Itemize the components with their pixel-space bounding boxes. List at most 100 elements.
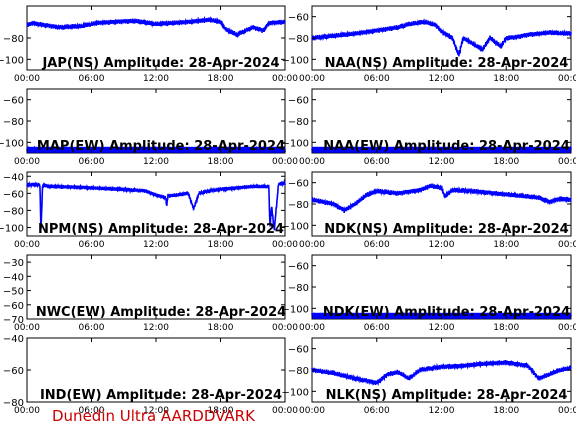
x-tick-label: 00:00: [558, 74, 576, 84]
x-tick-label: 00:00: [14, 157, 40, 167]
x-tick-label: 12:00: [143, 74, 169, 84]
x-tick-label: 06:00: [79, 240, 105, 250]
chart-title: NAA(NS) Amplitude: 28-Apr-2024: [325, 56, 569, 71]
x-tick-label: 00:00: [558, 406, 576, 416]
chart-title: NPM(NS) Amplitude: 28-Apr-2024: [38, 222, 284, 237]
chart-panel: −60 −80 −100 00:00 06:00 12:00 18:00 00:00 NDK(N…: [282, 171, 576, 250]
x-tick-label: 00:00: [299, 323, 325, 333]
x-tick-label: 00:00: [14, 74, 40, 84]
x-tick-label: 06:00: [79, 157, 105, 167]
x-tick-label: 00:00: [14, 406, 40, 416]
y-tick-label: −80: [3, 34, 24, 45]
x-tick-label: 12:00: [143, 240, 169, 250]
x-tick-label: 00:00: [299, 406, 325, 416]
series-line: [26, 15, 286, 39]
x-tick-label: 06:00: [364, 406, 390, 416]
chart-title: NLK(NS) Amplitude: 28-Apr-2024: [326, 388, 568, 403]
y-tick-label: −60: [3, 301, 24, 312]
x-tick-label: 00:00: [299, 74, 325, 84]
x-tick-label: 00:00: [272, 406, 298, 416]
x-tick-label: 00:00: [558, 157, 576, 167]
chart-title: NDK(NS) Amplitude: 28-Apr-2024: [324, 222, 568, 237]
x-tick-label: 00:00: [14, 240, 40, 250]
x-tick-label: 18:00: [493, 240, 519, 250]
x-tick-label: 12:00: [143, 406, 169, 416]
x-tick-label: 18:00: [208, 240, 234, 250]
y-tick-label: −80: [288, 366, 309, 377]
x-tick-label: 00:00: [272, 240, 298, 250]
y-tick-label: −40: [3, 334, 24, 345]
plot-frame: [311, 254, 572, 320]
x-tick-label: 12:00: [429, 406, 455, 416]
x-tick-label: 00:00: [272, 157, 298, 167]
x-tick-label: 12:00: [429, 157, 455, 167]
y-tick-label: −100: [0, 55, 24, 66]
x-tick-label: 06:00: [79, 323, 105, 333]
plot-frame: [26, 171, 286, 237]
x-tick-label: 00:00: [558, 240, 576, 250]
y-tick-label: −30: [3, 258, 24, 269]
series-line: [311, 18, 572, 57]
chart-panel: −60 −80 −100 00:00 06:00 12:00 18:00 00:00 MAP(E…: [0, 88, 298, 167]
x-tick-label: 12:00: [429, 323, 455, 333]
y-tick-label: −80: [288, 283, 309, 294]
x-tick-label: 12:00: [429, 240, 455, 250]
x-tick-label: 00:00: [272, 323, 298, 333]
x-tick-label: 18:00: [208, 157, 234, 167]
x-tick-label: 06:00: [79, 74, 105, 84]
plot-frame: [26, 337, 286, 403]
x-tick-label: 06:00: [364, 157, 390, 167]
y-tick-label: −60: [288, 179, 309, 190]
y-tick-label: −100: [282, 387, 309, 398]
y-tick-label: −50: [3, 287, 24, 298]
y-tick-label: −60: [288, 262, 309, 273]
x-tick-label: 18:00: [493, 323, 519, 333]
y-tick-label: −100: [282, 221, 309, 232]
x-tick-label: 18:00: [493, 406, 519, 416]
chart-title: MAP(EW) Amplitude: 28-Apr-2024: [37, 139, 285, 154]
chart-panel: −60 −80 −100 00:00 06:00 12:00 18:00 00:00 NDK(E…: [282, 254, 576, 333]
chart-title: NDK(EW) Amplitude: 28-Apr-2024: [323, 305, 570, 320]
plot-frame: [26, 5, 286, 71]
chart-panel: −60−80−10000:0006:0012:0018:0000:00NAA(N…: [282, 5, 576, 84]
plot-frame: [311, 337, 572, 403]
y-tick-label: −80: [3, 398, 24, 409]
y-tick-label: −60: [288, 13, 309, 24]
x-tick-label: 12:00: [429, 74, 455, 84]
chart-panel: −40 −60 −80 −100 00:00 06:00 12:00 18:00 00:00 NP…: [0, 171, 298, 250]
chart-title: NWC(EW) Amplitude: 28-Apr-2024: [36, 305, 286, 320]
y-tick-label: −70: [3, 315, 24, 326]
y-tick-label: −60: [288, 345, 309, 356]
x-tick-label: 00:00: [14, 323, 40, 333]
y-tick-label: −80: [288, 200, 309, 211]
y-tick-label: −60: [288, 96, 309, 107]
x-tick-label: 18:00: [208, 406, 234, 416]
footer-label: Dunedin Ultra AARDDVARK: [52, 407, 255, 425]
chart-title: IND(EW) Amplitude: 28-Apr-2024: [40, 388, 282, 403]
y-tick-label: −60: [3, 366, 24, 377]
y-tick-label: −40: [3, 272, 24, 283]
x-tick-label: 18:00: [493, 157, 519, 167]
y-tick-label: −40: [3, 172, 24, 183]
x-tick-label: 12:00: [143, 157, 169, 167]
y-tick-label: −100: [282, 304, 309, 315]
series-line: [311, 359, 572, 387]
x-tick-label: 06:00: [79, 406, 105, 416]
y-tick-label: −80: [3, 206, 24, 217]
y-tick-label: −80: [3, 117, 24, 128]
series-line: [26, 178, 286, 231]
x-tick-label: 00:00: [272, 74, 298, 84]
x-tick-label: 00:00: [299, 157, 325, 167]
y-tick-label: −60: [3, 96, 24, 107]
x-tick-label: 18:00: [493, 74, 519, 84]
chart-panel: −60−80−10000:0006:0012:0018:0000:00NLK(N…: [282, 337, 576, 416]
x-tick-label: 00:00: [299, 240, 325, 250]
x-tick-label: 06:00: [364, 74, 390, 84]
y-tick-label: −60: [3, 189, 24, 200]
series-line: [311, 183, 572, 214]
chart-title: NAA(EW) Amplitude: 28-Apr-2024: [323, 139, 570, 154]
